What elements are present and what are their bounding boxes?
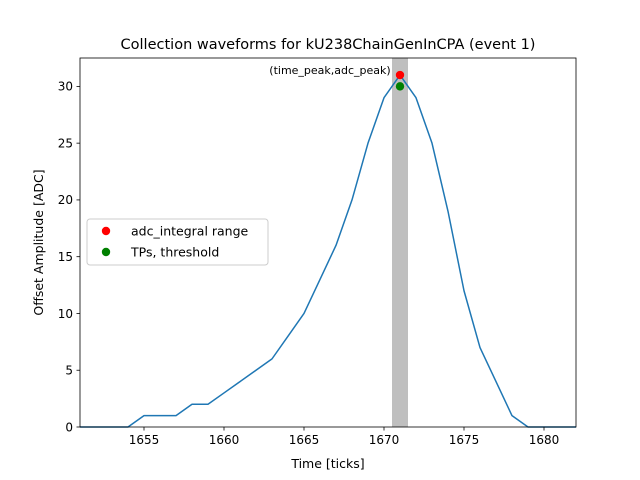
x-tick-label: 1655 [129,433,160,447]
marker-tps-threshold [395,82,405,91]
x-tick-label: 1670 [369,433,400,447]
marker-adc-integral-range [395,70,405,80]
y-tick-label: 15 [58,250,73,264]
y-tick-label: 10 [58,307,73,321]
legend-entries: adc_integral range TPs, threshold [101,224,249,260]
y-tick-label: 0 [65,420,73,434]
points-layer [395,70,405,91]
shaded-range-layer [392,58,408,427]
x-axis-label: Time [ticks] [290,456,364,471]
x-tick-label: 1680 [529,433,560,447]
legend-marker [101,226,111,236]
y-tick-label: 20 [58,193,73,207]
legend-label: TPs, threshold [130,245,219,260]
shaded-range [392,58,408,427]
legend-label: adc_integral range [131,224,249,239]
y-axis-ticks: 0 5 10 15 20 25 30 [58,80,80,434]
series-line-0 [80,74,576,428]
legend-box [86,218,269,266]
plot-frame [79,57,577,428]
x-axis-ticks: 1655 1660 1665 1670 1675 1680 [129,427,560,447]
x-tick-label: 1660 [209,433,240,447]
chart-title: Collection waveforms for kU238ChainGenIn… [121,37,536,53]
y-tick-label: 5 [65,364,73,378]
y-axis-label: Offset Amplitude [ADC] [31,169,46,315]
legend: adc_integral range TPs, threshold [86,218,269,266]
y-tick-label: 25 [58,136,73,150]
peak-annotation: (time_peak,adc_peak) [269,64,390,77]
series-layer [80,74,576,428]
x-tick-label: 1675 [449,433,480,447]
x-tick-label: 1665 [289,433,320,447]
y-tick-label: 30 [58,80,73,94]
legend-marker [101,247,111,257]
